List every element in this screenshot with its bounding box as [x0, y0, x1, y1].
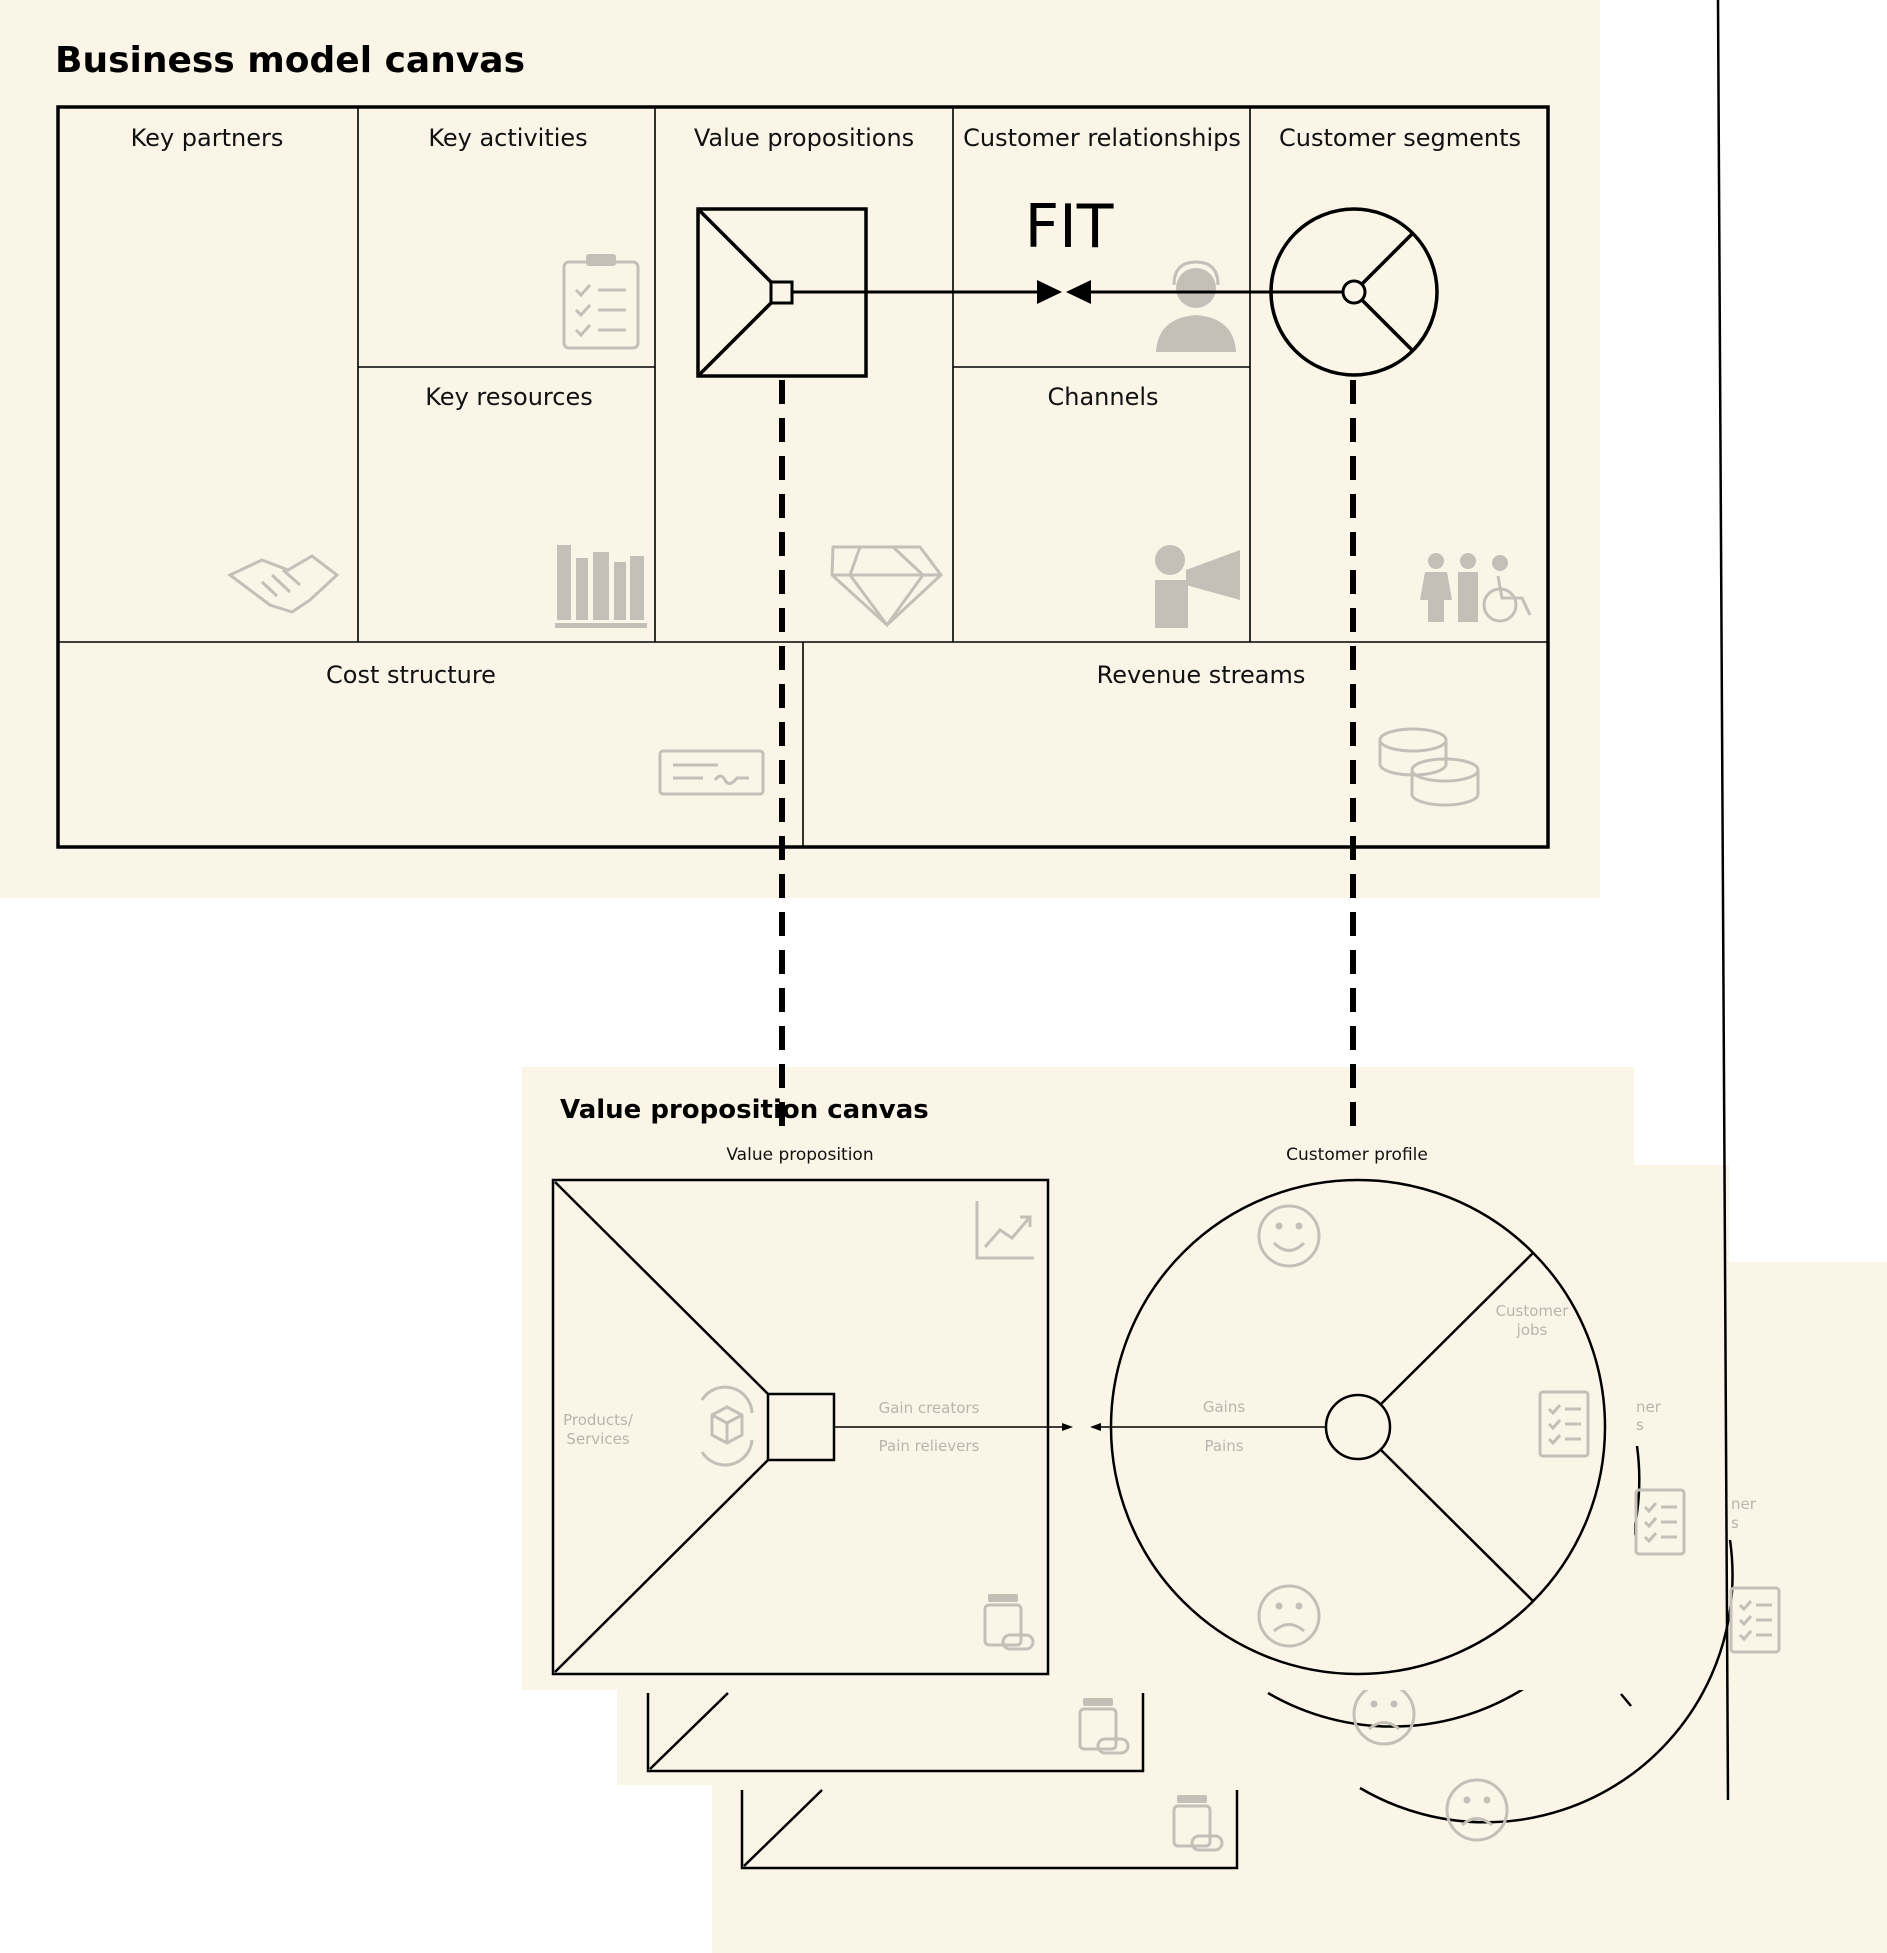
- vpc-customer-profile-circle: [1109, 1178, 1607, 1676]
- medicine-icon: [983, 1594, 1035, 1651]
- cell-customer-relationships: Customer relationships: [963, 124, 1241, 152]
- fit-label: FIT: [1025, 192, 1114, 262]
- diamond-icon: [830, 545, 944, 628]
- checklist-icon: [1538, 1390, 1590, 1458]
- business-model-canvas: Business model canvas Key partners Key a…: [0, 0, 1600, 898]
- bmc-title: Business model canvas: [55, 40, 525, 81]
- products-services-label-line1: Products/: [563, 1411, 634, 1429]
- products-services-label-line2: Services: [566, 1430, 629, 1448]
- vpc-sheet-3-label-fragment-a: ner: [1731, 1495, 1757, 1513]
- megaphone-person-icon: [1155, 545, 1240, 628]
- vpc-customer-profile-label: Customer profile: [1286, 1145, 1428, 1165]
- cell-revenue-streams: Revenue streams: [1097, 661, 1306, 689]
- cell-key-activities: Key activities: [428, 124, 587, 152]
- pains-label: Pains: [1204, 1437, 1243, 1455]
- vpc-sheet-3-frown-icon: [1445, 1778, 1509, 1842]
- vpc-sheet-3-label-fragment-b: s: [1731, 1514, 1739, 1532]
- vpc-sheet-2-medicine-icon: [1078, 1698, 1130, 1755]
- vpc-sheet-3-checklist-icon: [1729, 1586, 1781, 1654]
- cell-key-partners: Key partners: [131, 124, 284, 152]
- fit-arrow-right: [1037, 280, 1062, 304]
- chart-icon: [975, 1201, 1034, 1260]
- vpc-sheet-2-label-fragment-b: s: [1636, 1416, 1644, 1434]
- smile-icon: [1257, 1204, 1321, 1268]
- fit-arrow-left: [1066, 280, 1091, 304]
- cell-value-propositions: Value propositions: [694, 124, 914, 152]
- cell-customer-segments: Customer segments: [1279, 124, 1521, 152]
- coins-icon: [1378, 727, 1480, 807]
- cell-key-resources: Key resources: [425, 383, 592, 411]
- gains-label: Gains: [1203, 1398, 1245, 1416]
- cheque-icon: [658, 749, 765, 796]
- box-cycle-icon: [700, 1385, 754, 1467]
- cell-cost-structure: Cost structure: [326, 661, 496, 689]
- frown-icon: [1257, 1584, 1321, 1648]
- people-wheelchair-icon: [1420, 553, 1532, 623]
- vpc-sheet-1: [522, 1067, 1634, 1690]
- vpc-sheet-3-shapes: [740, 0, 1734, 1870]
- customer-jobs-label-line2: jobs: [1516, 1321, 1548, 1339]
- bmc-grid-lines: [58, 107, 1548, 847]
- clipboard-checklist-icon: [562, 254, 640, 350]
- headset-person-icon: [1156, 260, 1236, 352]
- vpc-value-proposition-label: Value proposition: [726, 1145, 873, 1165]
- vpc-arrow-right: [1062, 1423, 1073, 1431]
- vpc-sheet-3-medicine-icon: [1172, 1795, 1224, 1852]
- customer-jobs-label-line1: Customer: [1496, 1302, 1570, 1320]
- handshake-icon: [227, 554, 340, 614]
- value-proposition-canvas: ner s ner s Value proposition canvas: [522, 0, 1887, 1953]
- books-icon: [555, 545, 647, 628]
- cell-channels: Channels: [1047, 383, 1158, 411]
- dashed-links: [779, 380, 1356, 1136]
- gain-creators-label: Gain creators: [879, 1399, 980, 1417]
- vpc-arrow-left: [1090, 1423, 1101, 1431]
- pain-relievers-label: Pain relievers: [879, 1437, 980, 1455]
- vpc-sheet-2-checklist-icon: [1634, 1488, 1686, 1556]
- vpc-sheet-2-label-fragment-a: ner: [1636, 1398, 1662, 1416]
- vpc-title: Value proposition canvas: [560, 1095, 929, 1125]
- bmc-paper: [0, 0, 1600, 898]
